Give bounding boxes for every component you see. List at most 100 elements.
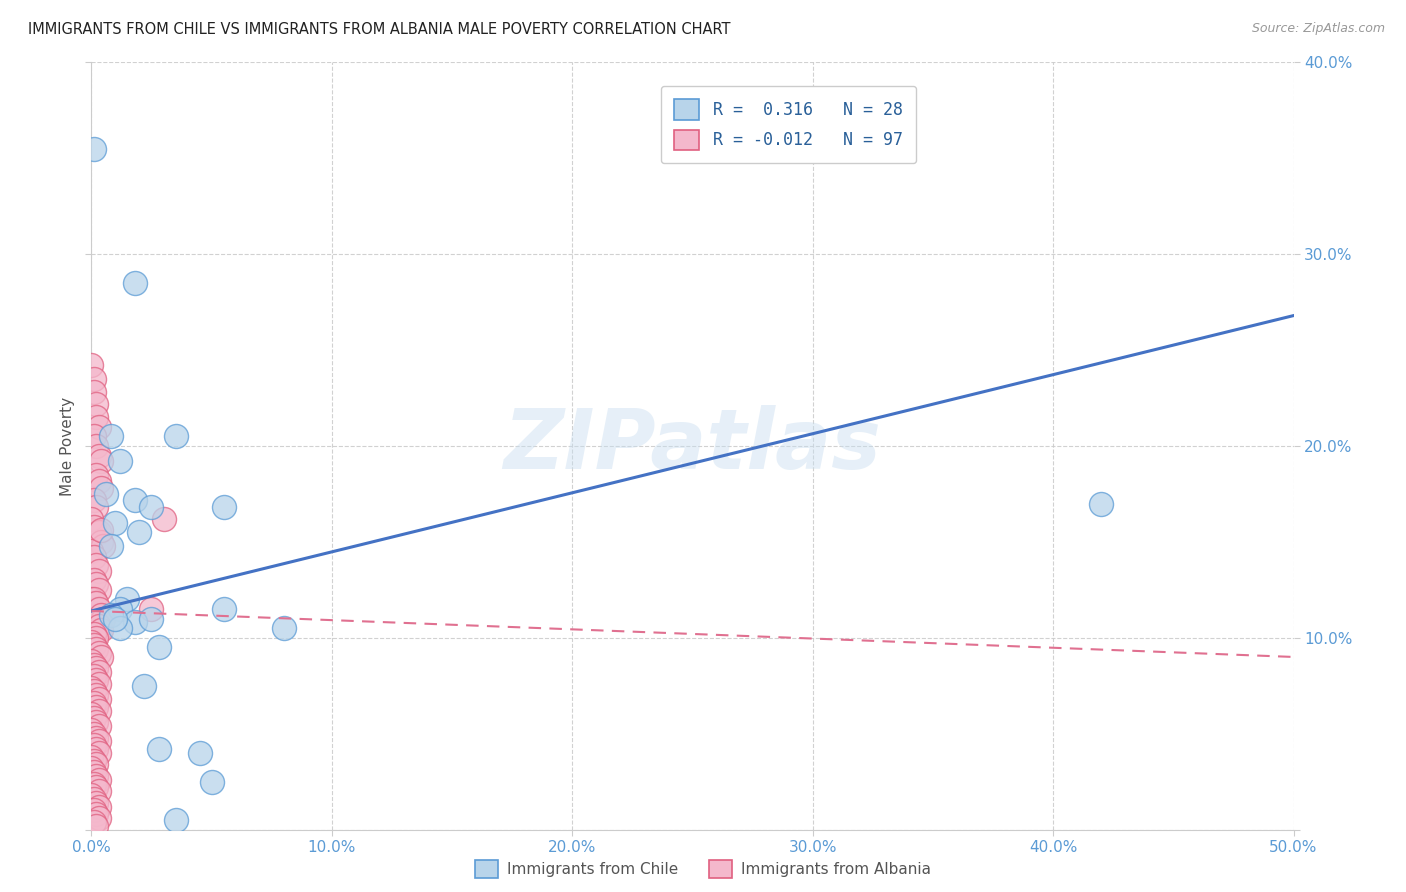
Point: [117, 592, 139, 607]
Point: [87, 811, 110, 825]
Point: [83, 596, 105, 610]
Point: [83, 711, 105, 725]
Text: IMMIGRANTS FROM CHILE VS IMMIGRANTS FROM ALBANIA MALE POVERTY CORRELATION CHART: IMMIGRANTS FROM CHILE VS IMMIGRANTS FROM…: [28, 22, 731, 37]
Point: [83, 696, 105, 710]
Point: [124, 615, 146, 630]
Point: [80, 788, 103, 802]
Point: [87, 602, 110, 616]
Point: [80, 634, 103, 648]
Point: [80, 681, 103, 695]
Point: [80, 749, 103, 764]
Point: [110, 454, 132, 468]
Point: [87, 665, 110, 680]
Point: [87, 623, 110, 637]
Point: [141, 500, 163, 515]
Point: [124, 492, 146, 507]
Point: [83, 592, 105, 607]
Point: [87, 582, 110, 597]
Point: [80, 612, 103, 626]
Point: [152, 512, 174, 526]
Point: [83, 615, 105, 630]
Point: [93, 612, 115, 626]
Point: [83, 492, 105, 507]
Point: [84, 699, 107, 714]
Point: [212, 500, 235, 515]
Point: [128, 525, 150, 540]
Point: [148, 640, 170, 655]
Point: [84, 558, 107, 572]
Point: [165, 813, 187, 827]
Point: [84, 673, 107, 687]
Point: [87, 799, 110, 814]
Point: [84, 757, 107, 772]
Point: [84, 615, 107, 630]
Point: [84, 807, 107, 822]
Point: [104, 516, 127, 530]
Point: [87, 784, 110, 798]
Point: [100, 607, 122, 622]
Point: [90, 607, 112, 622]
Point: [84, 731, 107, 745]
Point: [87, 646, 110, 660]
Point: [80, 707, 103, 722]
Point: [84, 642, 107, 657]
Point: [93, 539, 115, 553]
Point: [84, 796, 107, 810]
Point: [104, 612, 127, 626]
Point: [80, 512, 103, 526]
Point: [83, 372, 105, 386]
Point: [83, 429, 105, 443]
Point: [80, 654, 103, 668]
Point: [87, 449, 110, 463]
Point: [83, 765, 105, 780]
Point: [83, 657, 105, 672]
Point: [201, 774, 224, 789]
Point: [84, 689, 107, 703]
Point: [87, 607, 110, 622]
Point: [83, 776, 105, 790]
Point: [84, 397, 107, 411]
Legend: R =  0.316   N = 28, R = -0.012   N = 97: R = 0.316 N = 28, R = -0.012 N = 97: [661, 87, 917, 163]
Point: [273, 621, 295, 635]
Point: [83, 639, 105, 653]
Point: [165, 429, 187, 443]
Point: [87, 474, 110, 488]
Point: [87, 704, 110, 718]
Point: [90, 454, 112, 468]
Point: [87, 719, 110, 733]
Point: [80, 359, 103, 373]
Point: [141, 612, 163, 626]
Point: [83, 519, 105, 533]
Point: [90, 535, 112, 549]
Point: [83, 684, 105, 698]
Point: [1090, 496, 1112, 510]
Point: [134, 679, 156, 693]
Point: [83, 726, 105, 740]
Point: [84, 596, 107, 610]
Point: [83, 669, 105, 683]
Point: [84, 439, 107, 453]
Point: [90, 524, 112, 538]
Point: [124, 276, 146, 290]
Point: [83, 574, 105, 588]
Point: [212, 602, 235, 616]
Point: [100, 429, 122, 443]
Point: [84, 715, 107, 730]
Point: [80, 544, 103, 558]
Point: [84, 661, 107, 675]
Point: [84, 602, 107, 616]
Point: [80, 723, 103, 737]
Text: ZIPatlas: ZIPatlas: [503, 406, 882, 486]
Point: [100, 539, 122, 553]
Point: [83, 550, 105, 565]
Point: [84, 619, 107, 633]
Point: [87, 420, 110, 434]
Y-axis label: Male Poverty: Male Poverty: [59, 396, 75, 496]
Point: [83, 142, 105, 156]
Point: [83, 814, 105, 829]
Point: [84, 780, 107, 795]
Point: [83, 738, 105, 752]
Point: [90, 481, 112, 495]
Point: [80, 761, 103, 775]
Point: [87, 746, 110, 760]
